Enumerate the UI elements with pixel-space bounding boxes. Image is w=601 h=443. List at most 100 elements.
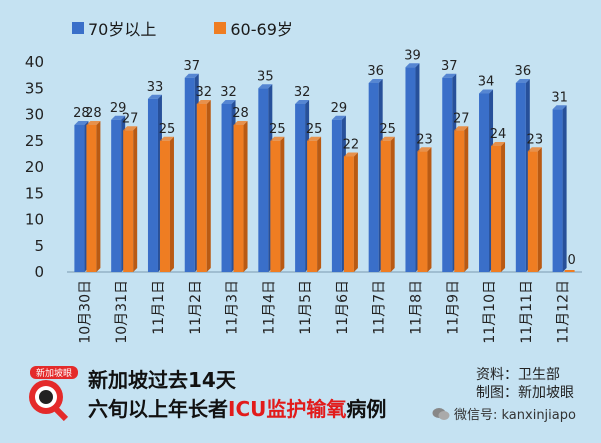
- bar: [270, 140, 281, 272]
- data-label: 28: [85, 106, 102, 121]
- y-tick-label: 40: [25, 53, 44, 71]
- data-label: 36: [367, 64, 384, 79]
- bar-top: [196, 100, 211, 104]
- data-label: 23: [527, 132, 544, 147]
- data-label: 0: [567, 253, 575, 268]
- bar: [515, 83, 526, 272]
- caption-line2-highlight: ICU监护输氧: [228, 397, 347, 421]
- data-label: 35: [257, 69, 274, 84]
- bar-side: [501, 142, 506, 272]
- y-tick-label: 10: [25, 211, 44, 229]
- x-tick-label: 11月12日: [556, 280, 572, 344]
- bar-top: [258, 84, 273, 89]
- y-tick-label: 15: [25, 184, 44, 202]
- x-tick-label: 11月1日: [151, 280, 167, 335]
- bar-top: [159, 136, 174, 141]
- x-tick-label: 11月6日: [335, 280, 351, 335]
- bar: [258, 88, 269, 272]
- data-label: 37: [183, 59, 200, 74]
- bar-top: [233, 121, 248, 125]
- bar: [564, 270, 575, 272]
- chart-caption: 新加坡过去14天 六旬以上年长者ICU监护输氧病例: [88, 366, 386, 424]
- bar-side: [243, 121, 248, 272]
- bar: [417, 151, 428, 272]
- data-label: 29: [110, 101, 127, 116]
- data-label: 28: [232, 106, 249, 121]
- bar: [479, 93, 490, 272]
- bar-top: [307, 136, 322, 141]
- data-label: 25: [306, 122, 323, 137]
- bar-side: [206, 100, 211, 272]
- legend-label-series-a: 70岁以上: [88, 20, 157, 39]
- bar-top: [527, 147, 542, 152]
- bar-top: [86, 121, 101, 125]
- data-label: 25: [159, 122, 176, 137]
- bar-side: [353, 152, 358, 272]
- bar-side: [133, 126, 138, 272]
- bar: [331, 119, 342, 272]
- bar: [368, 83, 379, 272]
- bar-top: [295, 100, 310, 104]
- bar-top: [221, 100, 236, 104]
- bar-top: [123, 126, 138, 131]
- bar-top: [111, 115, 126, 120]
- bar-top: [331, 115, 346, 120]
- data-label: 22: [343, 138, 360, 153]
- bar-top: [417, 147, 432, 152]
- bar: [74, 125, 85, 272]
- bar-top: [405, 63, 420, 68]
- bar-top: [368, 79, 383, 83]
- x-tick-label: 10月30日: [77, 280, 93, 344]
- x-tick-label: 11月10日: [482, 280, 498, 344]
- bar-side: [537, 147, 542, 272]
- magnifier-logo-icon: [29, 380, 69, 421]
- x-axis: 10月30日 10月31日 11月1日 11月2日 11月3日 11月4日 11月5日 11月…: [77, 280, 571, 344]
- caption-line2: 六旬以上年长者ICU监护输氧病例: [88, 395, 386, 424]
- y-tick-label: 25: [25, 132, 44, 150]
- bar: [442, 77, 453, 272]
- bar-top: [491, 142, 506, 146]
- bar: [343, 156, 354, 272]
- legend-swatch-series-b: [214, 22, 227, 34]
- y-tick-label: 0: [34, 263, 44, 281]
- bar: [159, 140, 170, 272]
- bar-top: [552, 105, 567, 110]
- bar-top: [74, 121, 89, 125]
- data-label: 34: [478, 75, 495, 90]
- bar-top: [184, 73, 199, 78]
- x-tick-label: 11月3日: [225, 280, 241, 335]
- bar: [221, 104, 232, 272]
- legend-label-series-b: 60-69岁: [230, 20, 293, 39]
- legend-item-series-b: 60-69岁: [214, 16, 293, 40]
- bar: [307, 140, 318, 272]
- data-label: 27: [453, 111, 470, 126]
- bar: [123, 130, 134, 272]
- data-label: 32: [294, 85, 311, 100]
- bar: [527, 151, 538, 272]
- y-tick-label: 35: [25, 79, 44, 97]
- bar: [111, 119, 122, 272]
- bar-top: [270, 136, 285, 141]
- bar: [295, 104, 306, 272]
- logo-text: 新加坡眼: [30, 366, 78, 379]
- legend: 70岁以上 60-69岁: [72, 16, 343, 40]
- data-label: 29: [331, 101, 348, 116]
- bar-top: [479, 89, 494, 94]
- bar-top: [515, 79, 530, 83]
- bar-side: [280, 136, 285, 272]
- bar: [184, 77, 195, 272]
- data-label: 37: [441, 59, 458, 74]
- data-label: 23: [416, 132, 433, 147]
- bar-side: [317, 136, 322, 272]
- credits: 资料：卫生部 制图：新加坡眼: [476, 366, 574, 402]
- bar: [196, 104, 207, 272]
- bar: [552, 109, 563, 272]
- bar: [491, 146, 502, 272]
- bar-top: [454, 126, 469, 131]
- y-tick-label: 30: [25, 106, 44, 124]
- bar-side: [390, 136, 395, 272]
- bar: [380, 140, 391, 272]
- x-tick-label: 11月11日: [519, 280, 535, 344]
- caption-line2-post: 病例: [346, 397, 387, 421]
